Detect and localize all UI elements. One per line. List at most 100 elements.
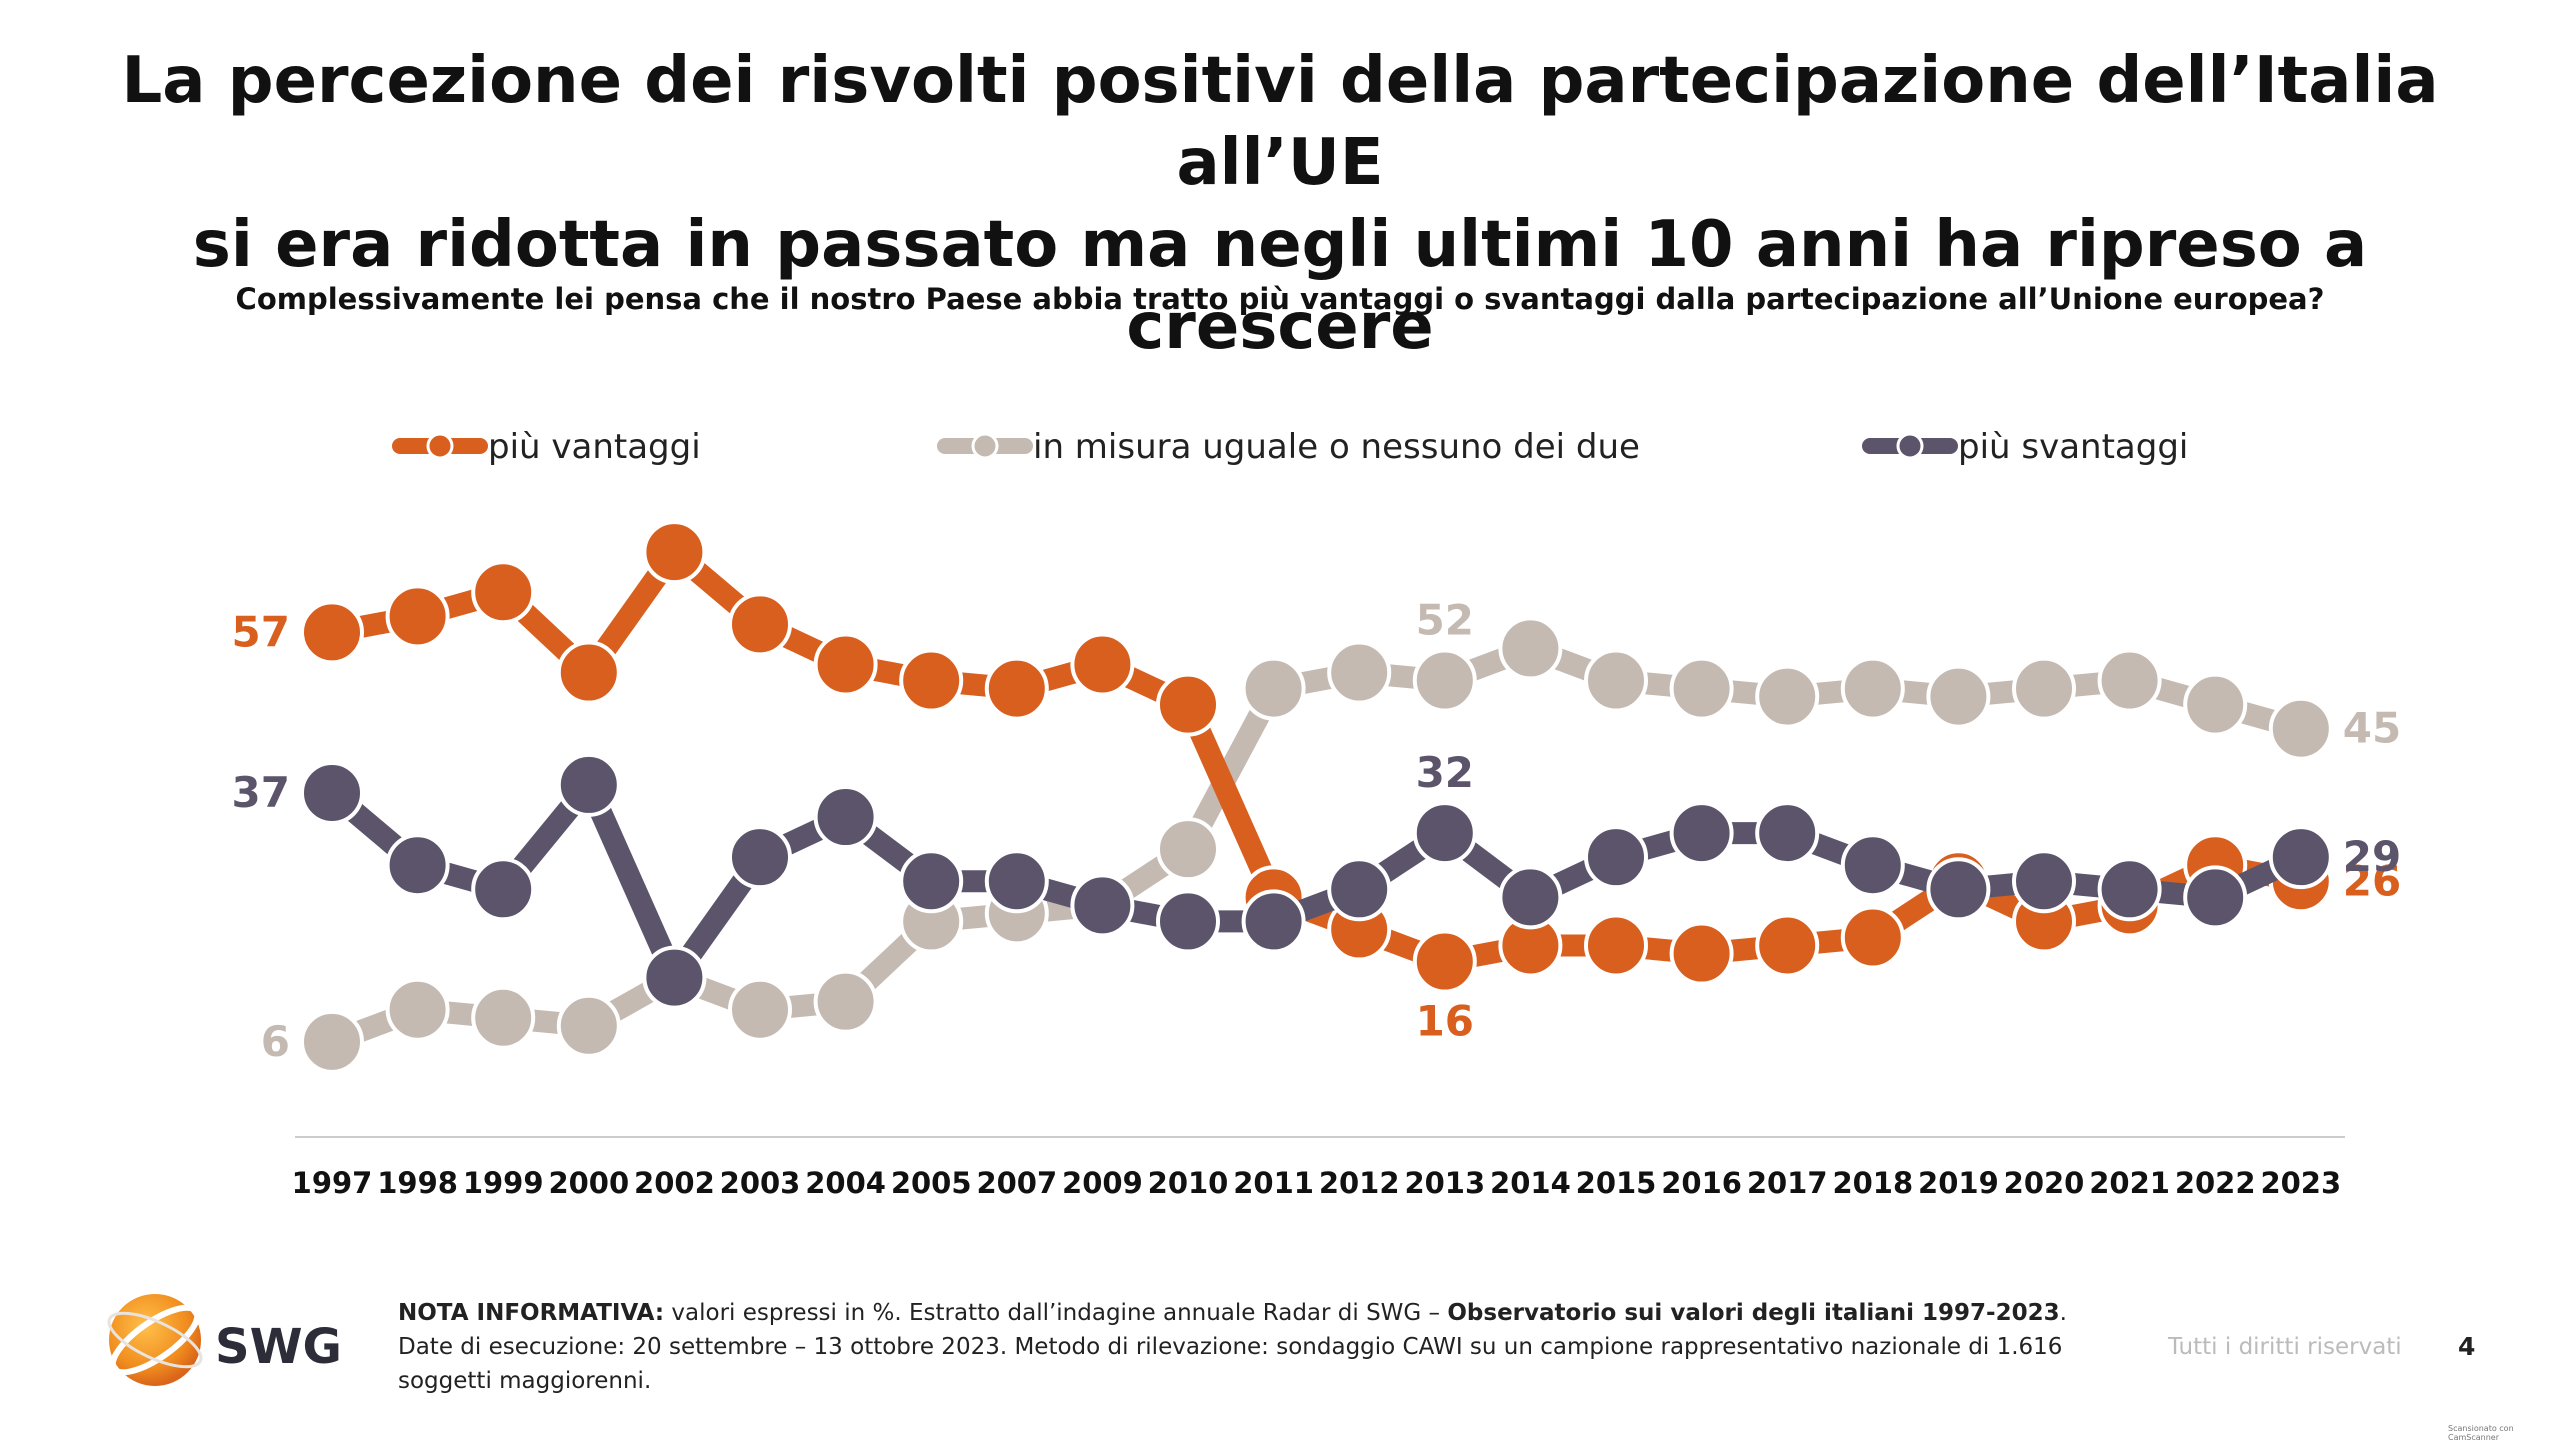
data-point	[556, 640, 621, 705]
data-point	[1669, 921, 1734, 986]
data-point	[1840, 656, 1905, 721]
data-point	[2012, 849, 2076, 914]
series-layer	[300, 520, 2333, 1074]
data-point	[1241, 656, 1306, 721]
data-label: 52	[1416, 596, 1474, 645]
rights-notice: Tutti i diritti riservati	[2168, 1334, 2402, 1360]
data-point	[984, 656, 1049, 721]
chart-legend: più vantaggi in misura uguale o nessuno d…	[392, 427, 2188, 467]
series-0	[300, 520, 2333, 994]
data-point	[385, 584, 450, 649]
data-point	[1156, 672, 1220, 737]
x-tick-label: 2021	[2089, 1166, 2170, 1200]
data-point	[1926, 857, 1991, 922]
x-tick-label: 2023	[2260, 1166, 2341, 1200]
data-point	[813, 969, 878, 1034]
data-label: 37	[232, 768, 290, 817]
page-title: La percezione dei risvolti positivi dell…	[40, 40, 2520, 368]
x-tick-label: 2010	[1148, 1166, 1229, 1200]
legend-swatch-marker	[971, 432, 999, 460]
data-label: 29	[2343, 832, 2401, 881]
data-point	[556, 993, 621, 1058]
note-end: .	[2059, 1300, 2067, 1326]
x-tick-label: 1997	[292, 1166, 373, 1200]
data-point	[813, 785, 878, 850]
data-point	[2183, 672, 2248, 737]
data-label: 32	[1416, 748, 1474, 797]
data-point	[471, 560, 536, 625]
data-point	[300, 1009, 364, 1074]
x-tick-label: 2005	[891, 1166, 972, 1200]
logo-globe-icon	[109, 1294, 201, 1386]
data-point	[1498, 616, 1563, 681]
data-point	[471, 857, 536, 922]
legend-swatch-marker	[1896, 432, 1924, 460]
data-point	[2183, 865, 2248, 930]
data-label: 57	[232, 607, 290, 656]
data-point	[1840, 905, 1905, 970]
data-point	[1327, 857, 1392, 922]
scanner-watermark: Scansionato con CamScanner	[2448, 1424, 2514, 1442]
x-axis-ticks: 1997 1998 1999 2000 2002 2003 2004 2005 2007 2009…	[292, 1166, 2342, 1200]
x-tick-label: 2004	[805, 1166, 886, 1200]
x-tick-label: 2019	[1918, 1166, 1999, 1200]
swg-logo: SWG	[107, 1294, 342, 1386]
data-labels: 6 52 45 57 16 26 37 32 29	[232, 596, 2402, 1066]
x-tick-label: 2009	[1062, 1166, 1143, 1200]
x-tick-label: 2022	[2175, 1166, 2256, 1200]
x-tick-label: 2018	[1832, 1166, 1913, 1200]
data-point	[1241, 889, 1306, 954]
note-bold: Observatorio sui valori degli italiani 1…	[1447, 1300, 2060, 1326]
data-point	[385, 977, 450, 1042]
data-point	[1412, 801, 1477, 866]
data-point	[1070, 632, 1135, 697]
note-label: NOTA INFORMATIVA:	[398, 1300, 665, 1326]
data-point	[1584, 648, 1648, 713]
data-point	[1755, 664, 1820, 729]
data-point	[1156, 817, 1220, 882]
line-chart: più vantaggi in misura uguale o nessuno d…	[232, 427, 2402, 1200]
data-point	[1412, 929, 1477, 994]
data-point	[899, 648, 964, 713]
data-label: 45	[2343, 704, 2401, 753]
logo-text: SWG	[215, 1319, 342, 1375]
data-point	[2268, 825, 2333, 890]
legend-entry-label: in misura uguale o nessuno dei due	[1033, 427, 1640, 467]
data-point	[1840, 833, 1905, 898]
title-line-2: si era ridotta in passato ma negli ultim…	[192, 208, 2368, 364]
footnote: NOTA INFORMATIVA: valori espressi in %. …	[398, 1296, 2098, 1398]
x-tick-label: 2015	[1576, 1166, 1657, 1200]
data-point	[1755, 801, 1820, 866]
data-point	[300, 760, 364, 825]
data-point	[385, 833, 450, 898]
data-point	[2097, 857, 2162, 922]
data-point	[2097, 648, 2162, 713]
data-point	[1327, 640, 1392, 705]
legend-entry-label: più svantaggi	[1958, 427, 2188, 467]
data-point	[984, 849, 1049, 914]
data-point	[556, 752, 621, 817]
data-point	[1669, 656, 1734, 721]
legend-swatch-marker	[426, 432, 454, 460]
x-tick-label: 2000	[548, 1166, 629, 1200]
data-point	[728, 977, 792, 1042]
data-label: 6	[261, 1017, 290, 1066]
x-tick-label: 2007	[976, 1166, 1057, 1200]
data-point	[471, 985, 536, 1050]
x-tick-label: 2012	[1319, 1166, 1400, 1200]
data-point	[1584, 825, 1648, 890]
title-line-1: La percezione dei risvolti positivi dell…	[121, 44, 2439, 200]
data-point	[1412, 648, 1477, 713]
data-point	[1669, 801, 1734, 866]
data-point	[813, 632, 878, 697]
legend-entry-label: più vantaggi	[488, 427, 701, 467]
data-point	[2268, 696, 2333, 761]
x-tick-label: 2013	[1404, 1166, 1485, 1200]
data-point	[642, 945, 707, 1010]
data-point	[1070, 873, 1135, 938]
series-2	[300, 752, 2333, 1010]
x-tick-label: 2011	[1233, 1166, 1314, 1200]
x-tick-label: 1999	[463, 1166, 544, 1200]
data-point	[1926, 664, 1991, 729]
x-tick-label: 2002	[634, 1166, 715, 1200]
